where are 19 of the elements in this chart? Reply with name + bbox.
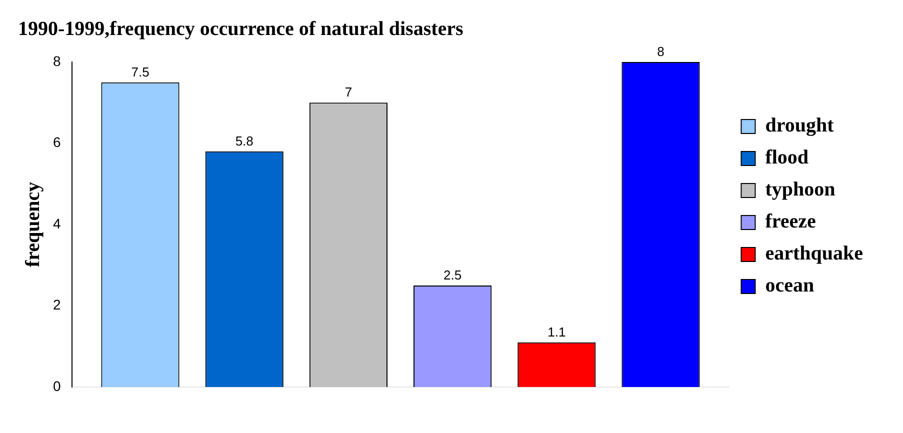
data-label: 1.1 xyxy=(548,324,566,340)
legend-label: typhoon xyxy=(765,178,836,201)
legend-label: flood xyxy=(765,146,809,169)
y-tick-label: 8 xyxy=(52,52,61,69)
data-label: 7.5 xyxy=(131,64,150,80)
y-tick-label: 6 xyxy=(52,134,61,150)
y-tick-label: 2 xyxy=(52,296,61,313)
data-label: 5.8 xyxy=(235,133,254,148)
legend-label: freeze xyxy=(765,210,816,233)
data-label: 8 xyxy=(657,44,664,60)
legend-label: earthquake xyxy=(765,242,864,265)
data-label: 7 xyxy=(344,84,352,100)
data-label: 2.5 xyxy=(444,268,462,283)
y-tick-label: 0 xyxy=(52,378,61,394)
legend-label: drought xyxy=(765,114,834,137)
y-axis-title: frequency xyxy=(22,182,44,268)
chart-title: 1990-1999,frequency occurrence of natural disasters xyxy=(18,18,464,40)
legend-label: ocean xyxy=(765,274,814,297)
y-tick-label: 4 xyxy=(52,215,61,232)
